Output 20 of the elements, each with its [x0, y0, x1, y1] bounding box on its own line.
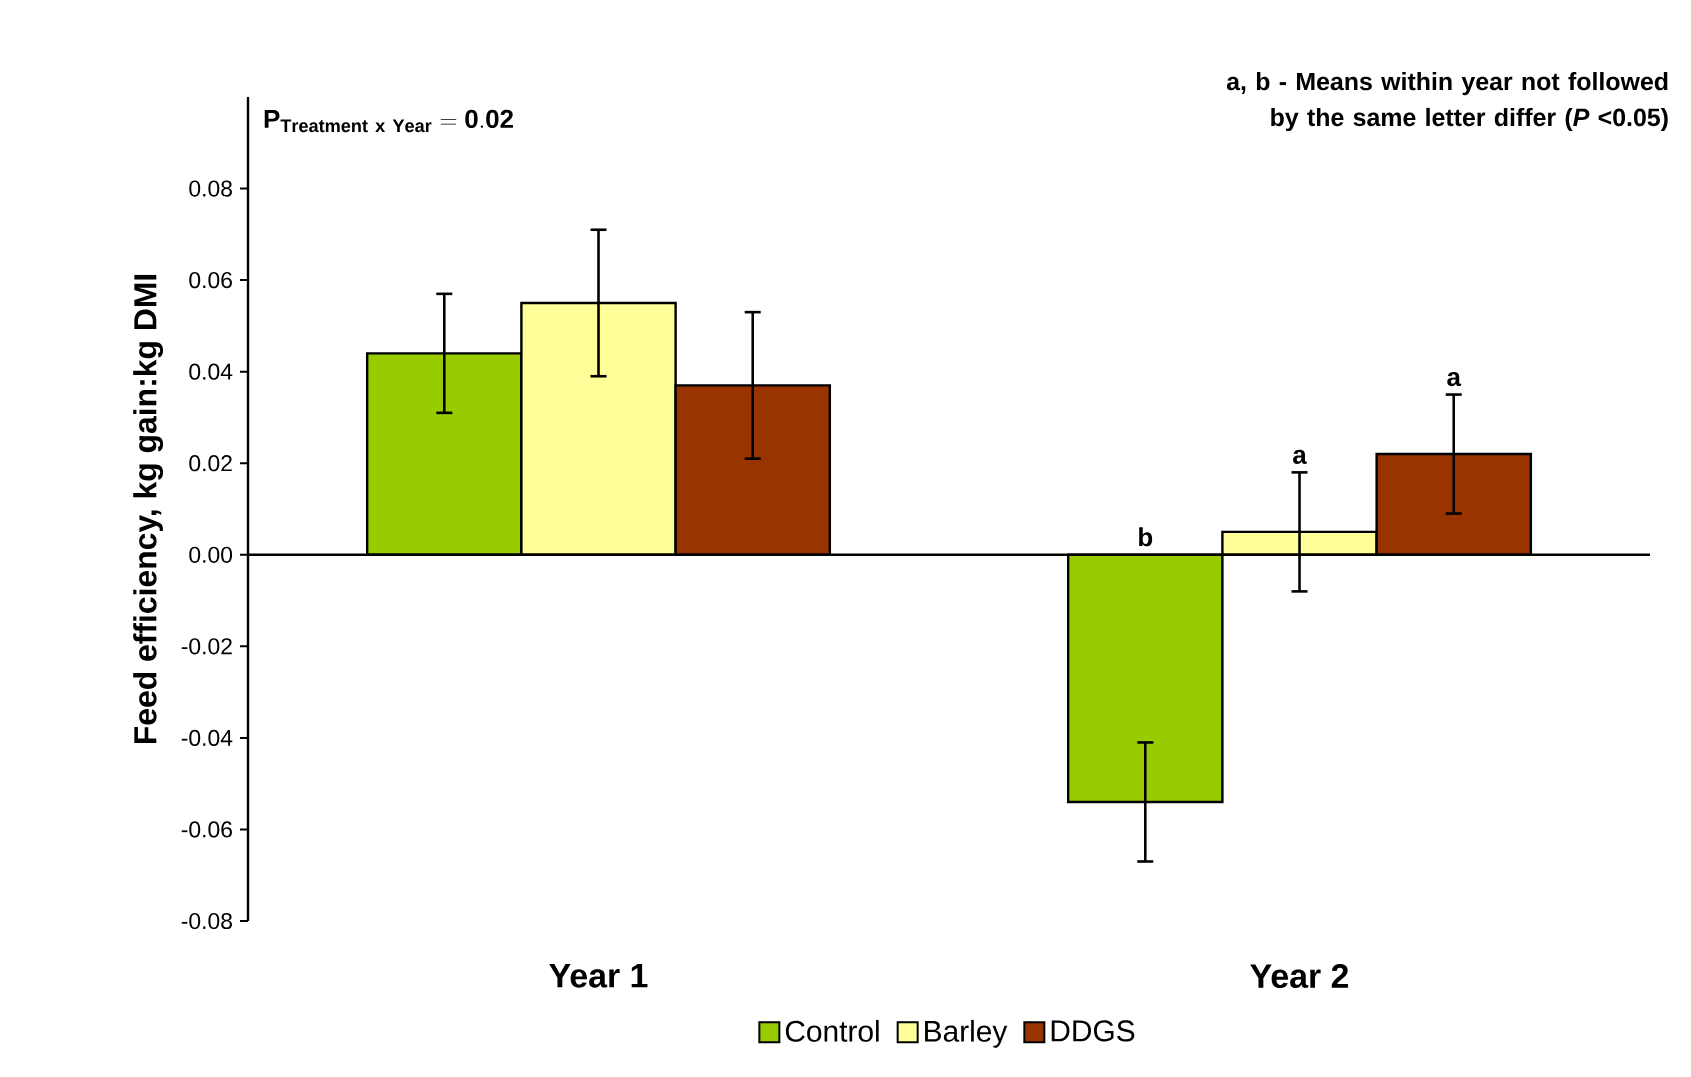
y-tick-label: -0.06 [181, 821, 232, 838]
data-label: a [1447, 371, 1462, 387]
legend-label: DDGS [1051, 1020, 1135, 1042]
y-tick-label: -0.08 [181, 912, 232, 930]
x-tick-label: Year 2 [1250, 964, 1349, 989]
data-label: a [1293, 449, 1307, 464]
annotation: $\mathbf{P_{Treatment\ x\ Year} = 0.02}$ [264, 109, 513, 133]
y-tick-label: 0.06 [189, 271, 232, 289]
y-tick-label: -0.04 [181, 729, 233, 746]
y-tick-label: 0.00 [189, 546, 233, 563]
data-label: b [1139, 527, 1153, 547]
y-tick-label: 0.02 [189, 455, 232, 472]
y-tick-label: 0.08 [189, 180, 232, 197]
y-tick-label: 0.04 [189, 363, 233, 380]
y-axis-title: Feed efficiency, kg gain:kg DMI [133, 274, 164, 744]
x-tick-label: Year 1 [549, 964, 648, 988]
legend-label: Barley [925, 1019, 1008, 1048]
y-tick-label: -0.02 [181, 638, 232, 655]
legend-label: Control [785, 1019, 879, 1042]
annotation: a, b - Means within year not followed by the same letter differ (P <0.05) [1226, 72, 1668, 132]
